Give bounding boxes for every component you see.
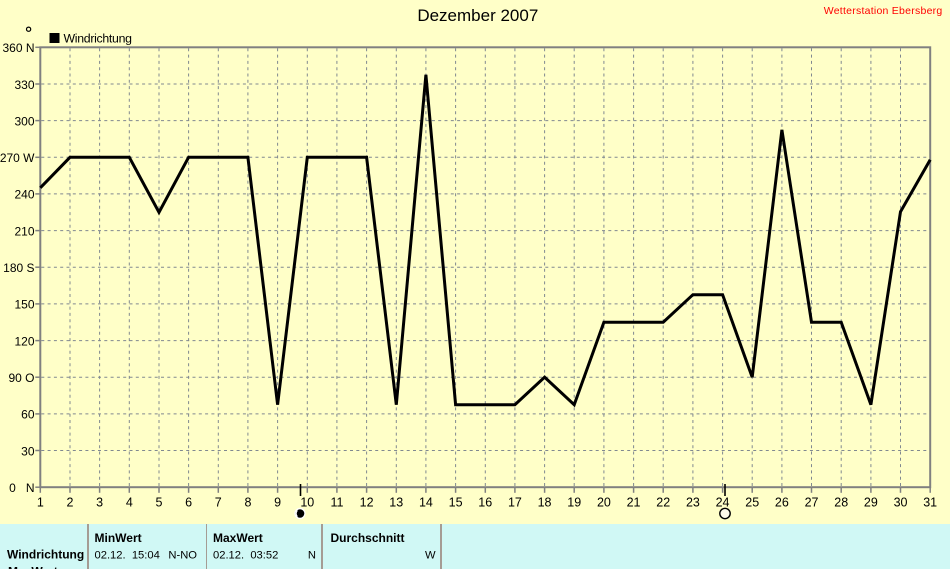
svg-text:10: 10 <box>300 496 314 510</box>
svg-text:18: 18 <box>538 496 552 510</box>
svg-text:14: 14 <box>419 496 433 510</box>
svg-text:MaxWert: MaxWert <box>8 565 58 569</box>
svg-text:02.12. 15:04: 02.12. 15:04 <box>95 550 160 562</box>
svg-text:17: 17 <box>508 496 522 510</box>
svg-text:21: 21 <box>627 496 641 510</box>
svg-text:60: 60 <box>21 408 35 422</box>
svg-text:16: 16 <box>478 496 492 510</box>
svg-text:26: 26 <box>775 496 789 510</box>
svg-text:Wetterstation Ebersberg: Wetterstation Ebersberg <box>824 5 943 17</box>
svg-text:180 S: 180 S <box>3 261 34 275</box>
svg-text:25: 25 <box>745 496 759 510</box>
svg-text:02.12. 03:52: 02.12. 03:52 <box>213 550 278 562</box>
svg-text:15: 15 <box>449 496 463 510</box>
svg-text:8: 8 <box>244 496 251 510</box>
svg-text:13: 13 <box>389 496 403 510</box>
svg-text:7: 7 <box>215 496 222 510</box>
svg-text:29: 29 <box>864 496 878 510</box>
svg-text:4: 4 <box>126 496 133 510</box>
svg-text:210: 210 <box>14 224 34 238</box>
svg-text:150: 150 <box>14 298 34 312</box>
svg-text:120: 120 <box>14 334 34 348</box>
svg-text:Durchschnitt: Durchschnitt <box>331 531 405 545</box>
svg-text:30: 30 <box>21 444 35 458</box>
svg-text:27: 27 <box>805 496 819 510</box>
svg-text:19: 19 <box>567 496 581 510</box>
svg-text:6: 6 <box>185 496 192 510</box>
svg-text:330: 330 <box>14 78 34 92</box>
svg-text:90 O: 90 O <box>8 371 34 385</box>
svg-text:N: N <box>308 550 316 562</box>
svg-text:0 N: 0 N <box>9 481 34 495</box>
svg-text:MaxWert: MaxWert <box>213 531 263 545</box>
svg-text:N-NO: N-NO <box>168 550 197 562</box>
svg-text:240: 240 <box>14 188 34 202</box>
svg-text:300: 300 <box>14 114 34 128</box>
svg-text:MinWert: MinWert <box>95 531 142 545</box>
svg-text:2: 2 <box>66 496 73 510</box>
svg-text:Dezember 2007: Dezember 2007 <box>417 6 538 25</box>
svg-text:24: 24 <box>716 496 730 510</box>
svg-text:31: 31 <box>923 496 937 510</box>
svg-text:Windrichtung: Windrichtung <box>7 548 84 562</box>
svg-text:28: 28 <box>834 496 848 510</box>
svg-text:9: 9 <box>274 496 281 510</box>
svg-text:W: W <box>425 550 436 562</box>
svg-text:12: 12 <box>360 496 374 510</box>
svg-text:23: 23 <box>686 496 700 510</box>
svg-text:1: 1 <box>37 496 44 510</box>
svg-text:30: 30 <box>894 496 908 510</box>
svg-text:11: 11 <box>330 496 343 510</box>
svg-text:5: 5 <box>155 496 162 510</box>
svg-text:20: 20 <box>597 496 611 510</box>
svg-text:22: 22 <box>656 496 670 510</box>
svg-text:Windrichtung: Windrichtung <box>64 32 133 46</box>
svg-text:360 N: 360 N <box>2 41 34 55</box>
svg-text:270 W: 270 W <box>0 151 35 165</box>
svg-text:3: 3 <box>96 496 103 510</box>
